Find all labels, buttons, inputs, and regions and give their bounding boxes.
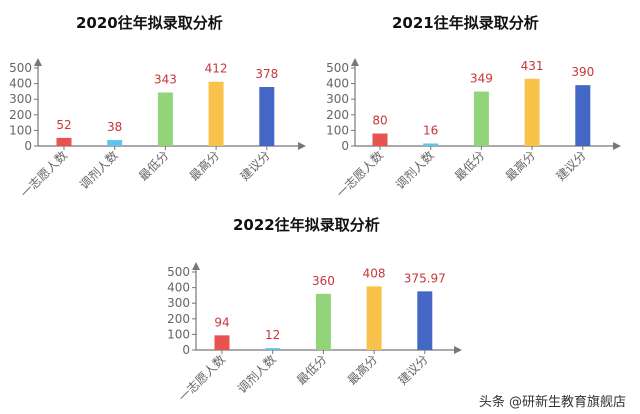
y-tick-label: 100 [9,123,32,137]
bar [265,348,281,350]
chart-2020: 2020往年拟录取分析 0 100 200 300 400 500 52 一志愿人数 38 调剂人… [0,0,320,201]
bar [56,137,72,146]
x-category-label: 最低分 [452,148,487,183]
bar [214,335,230,350]
x-category-label: 一志愿人数 [17,148,70,201]
bar-value-label: 80 [372,114,387,128]
x-category-label: 调剂人数 [234,352,279,397]
y-tick-label: 300 [326,92,349,106]
chart-2022: 2022往年拟录取分析 0 100 200 300 400 500 94 一志愿人数 12 调剂人… [160,200,480,414]
y-tick-label: 200 [9,108,32,122]
bar-value-label: 349 [470,72,493,86]
x-category-label: 建议分 [396,352,431,387]
bar [107,140,123,146]
bar [157,92,173,146]
watermark: 头条 @研新生教育旗舰店 [478,395,626,410]
y-tick-label: 400 [326,77,349,91]
x-category-label: 一志愿人数 [333,148,386,201]
bar [524,78,540,146]
y-axis-arrow-icon [34,58,42,66]
bar-value-label: 16 [423,124,438,138]
y-tick-label: 300 [9,92,32,106]
x-category-label: 调剂人数 [392,148,437,193]
y-tick-label: 0 [24,139,32,153]
bar-value-label: 360 [312,274,335,288]
bar [208,81,224,146]
bar-value-label: 12 [265,328,280,342]
x-axis-arrow-icon [454,346,462,354]
x-category-label: 建议分 [238,148,273,183]
x-axis-arrow-icon [613,142,621,150]
y-tick-label: 500 [9,61,32,75]
y-tick-label: 400 [167,281,190,295]
x-category-label: 最高分 [344,352,380,388]
x-category-label: 最低分 [294,352,329,387]
x-category-label: 建议分 [554,148,589,183]
bar-value-label: 378 [255,67,278,81]
bar [315,293,331,350]
x-axis-arrow-icon [298,142,306,150]
bar [575,85,591,146]
y-tick-label: 100 [326,123,349,137]
bar [423,143,439,146]
chart-2021: 2021往年拟录取分析 0 100 200 300 400 500 80 一志愿人数 16 调剂人… [320,0,640,201]
x-category-label: 最高分 [186,148,222,184]
bar-value-label: 94 [214,315,229,329]
bar [473,91,489,146]
bar [366,286,382,350]
x-category-label: 最低分 [136,148,171,183]
bar-value-label: 343 [154,72,177,86]
y-tick-label: 100 [167,327,190,341]
y-axis-arrow-icon [351,58,359,66]
x-category-label: 一志愿人数 [175,352,228,405]
y-tick-label: 300 [167,296,190,310]
bar [417,291,433,350]
y-tick-label: 200 [167,312,190,326]
y-tick-label: 0 [182,343,190,357]
x-category-label: 最高分 [502,148,538,184]
bar-value-label: 431 [521,59,544,73]
chart-title: 2022往年拟录取分析 [233,216,380,234]
y-tick-label: 500 [167,265,190,279]
y-axis-arrow-icon [192,262,200,270]
y-tick-label: 200 [326,108,349,122]
bar-value-label: 52 [56,118,71,132]
bar [259,87,275,146]
y-tick-label: 0 [341,139,349,153]
bar-value-label: 38 [107,120,122,134]
y-tick-label: 400 [9,77,32,91]
bar-value-label: 408 [363,266,386,280]
bar [372,133,388,146]
y-tick-label: 500 [326,61,349,75]
x-category-label: 调剂人数 [76,148,121,193]
chart-title: 2021往年拟录取分析 [392,14,539,32]
bar-value-label: 412 [205,62,228,76]
bar-value-label: 375.97 [404,271,446,285]
bar-value-label: 390 [571,65,594,79]
chart-title: 2020往年拟录取分析 [76,14,223,32]
